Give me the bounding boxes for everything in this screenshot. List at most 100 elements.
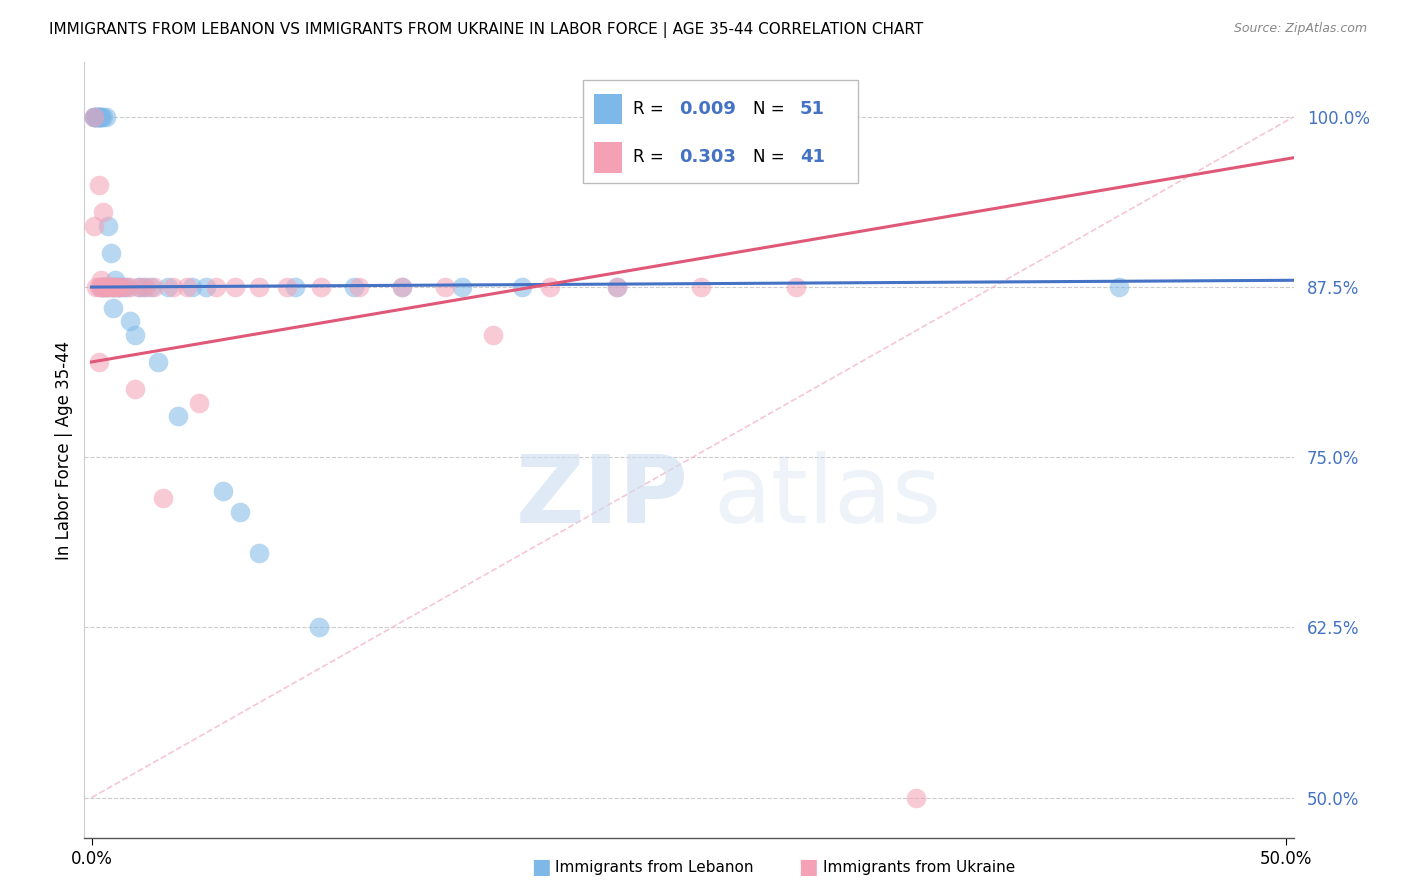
Point <box>108 280 131 294</box>
Point <box>689 280 711 294</box>
Point <box>114 280 136 294</box>
Point <box>97 280 120 294</box>
FancyBboxPatch shape <box>595 142 621 173</box>
Text: 51: 51 <box>800 100 825 118</box>
Text: atlas: atlas <box>713 451 942 543</box>
Point <box>101 301 124 315</box>
Point <box>247 545 270 559</box>
Text: ■: ■ <box>531 857 551 877</box>
Point <box>606 280 628 294</box>
Point <box>83 110 105 124</box>
Point <box>141 280 163 294</box>
Point <box>118 280 141 294</box>
Text: Source: ZipAtlas.com: Source: ZipAtlas.com <box>1233 22 1367 36</box>
Point <box>224 280 246 294</box>
Point <box>107 280 129 294</box>
Point <box>93 280 115 294</box>
Text: IMMIGRANTS FROM LEBANON VS IMMIGRANTS FROM UKRAINE IN LABOR FORCE | AGE 35-44 CO: IMMIGRANTS FROM LEBANON VS IMMIGRANTS FR… <box>49 22 924 38</box>
Point <box>93 110 115 124</box>
Text: ZIP: ZIP <box>516 451 689 543</box>
Point <box>162 280 184 294</box>
Point <box>84 280 107 294</box>
Point <box>176 280 198 294</box>
Point <box>90 110 112 124</box>
Point <box>104 280 127 294</box>
Point <box>538 280 561 294</box>
Point <box>247 280 270 294</box>
Point <box>87 110 110 124</box>
Point <box>308 620 330 634</box>
Text: 0.009: 0.009 <box>679 100 737 118</box>
Point <box>90 280 112 294</box>
Point <box>104 273 127 287</box>
Point <box>284 280 307 294</box>
Point <box>124 327 146 342</box>
Point <box>785 280 807 294</box>
Point <box>87 110 110 124</box>
Point <box>204 280 226 294</box>
Point <box>87 280 110 294</box>
Point <box>83 110 105 124</box>
Text: Immigrants from Lebanon: Immigrants from Lebanon <box>555 860 754 874</box>
Point <box>347 280 370 294</box>
Point <box>94 110 117 124</box>
Point <box>180 280 202 294</box>
Point <box>100 246 122 260</box>
Point <box>166 409 188 424</box>
Text: 0.303: 0.303 <box>679 148 737 166</box>
Point <box>156 280 179 294</box>
Point <box>1108 280 1130 294</box>
Y-axis label: In Labor Force | Age 35-44: In Labor Force | Age 35-44 <box>55 341 73 560</box>
Point <box>212 484 235 499</box>
Point <box>101 280 124 294</box>
Point <box>87 110 110 124</box>
Point <box>276 280 298 294</box>
Point <box>188 396 211 410</box>
Point <box>94 280 117 294</box>
Text: R =: R = <box>633 148 664 166</box>
Point <box>135 280 157 294</box>
Text: 41: 41 <box>800 148 825 166</box>
Point <box>87 178 110 192</box>
Point <box>90 110 112 124</box>
Text: N =: N = <box>754 148 785 166</box>
Point <box>343 280 366 294</box>
Point <box>100 280 122 294</box>
Point <box>124 382 146 396</box>
Point <box>142 280 165 294</box>
FancyBboxPatch shape <box>595 94 621 124</box>
Point <box>195 280 218 294</box>
Point <box>118 314 141 328</box>
Point <box>87 355 110 369</box>
Point <box>101 280 124 294</box>
Point <box>93 280 115 294</box>
Point <box>83 110 105 124</box>
Point <box>111 280 134 294</box>
Point <box>108 280 131 294</box>
Point <box>84 110 107 124</box>
Point <box>93 280 115 294</box>
Text: N =: N = <box>754 100 785 118</box>
Point <box>510 280 533 294</box>
Point <box>93 205 115 219</box>
Point <box>94 280 117 294</box>
Point <box>87 110 110 124</box>
Point <box>606 280 628 294</box>
Point <box>97 280 120 294</box>
Point <box>228 505 250 519</box>
Point <box>482 327 505 342</box>
Point <box>132 280 155 294</box>
Point <box>904 790 927 805</box>
Point <box>97 219 120 233</box>
Point <box>434 280 457 294</box>
Text: Immigrants from Ukraine: Immigrants from Ukraine <box>823 860 1015 874</box>
FancyBboxPatch shape <box>583 80 858 183</box>
Point <box>391 280 413 294</box>
Text: ■: ■ <box>799 857 818 877</box>
Point <box>785 110 807 124</box>
Point <box>107 280 129 294</box>
Point <box>148 355 170 369</box>
Point <box>83 219 105 233</box>
Point <box>309 280 332 294</box>
Point <box>84 110 107 124</box>
